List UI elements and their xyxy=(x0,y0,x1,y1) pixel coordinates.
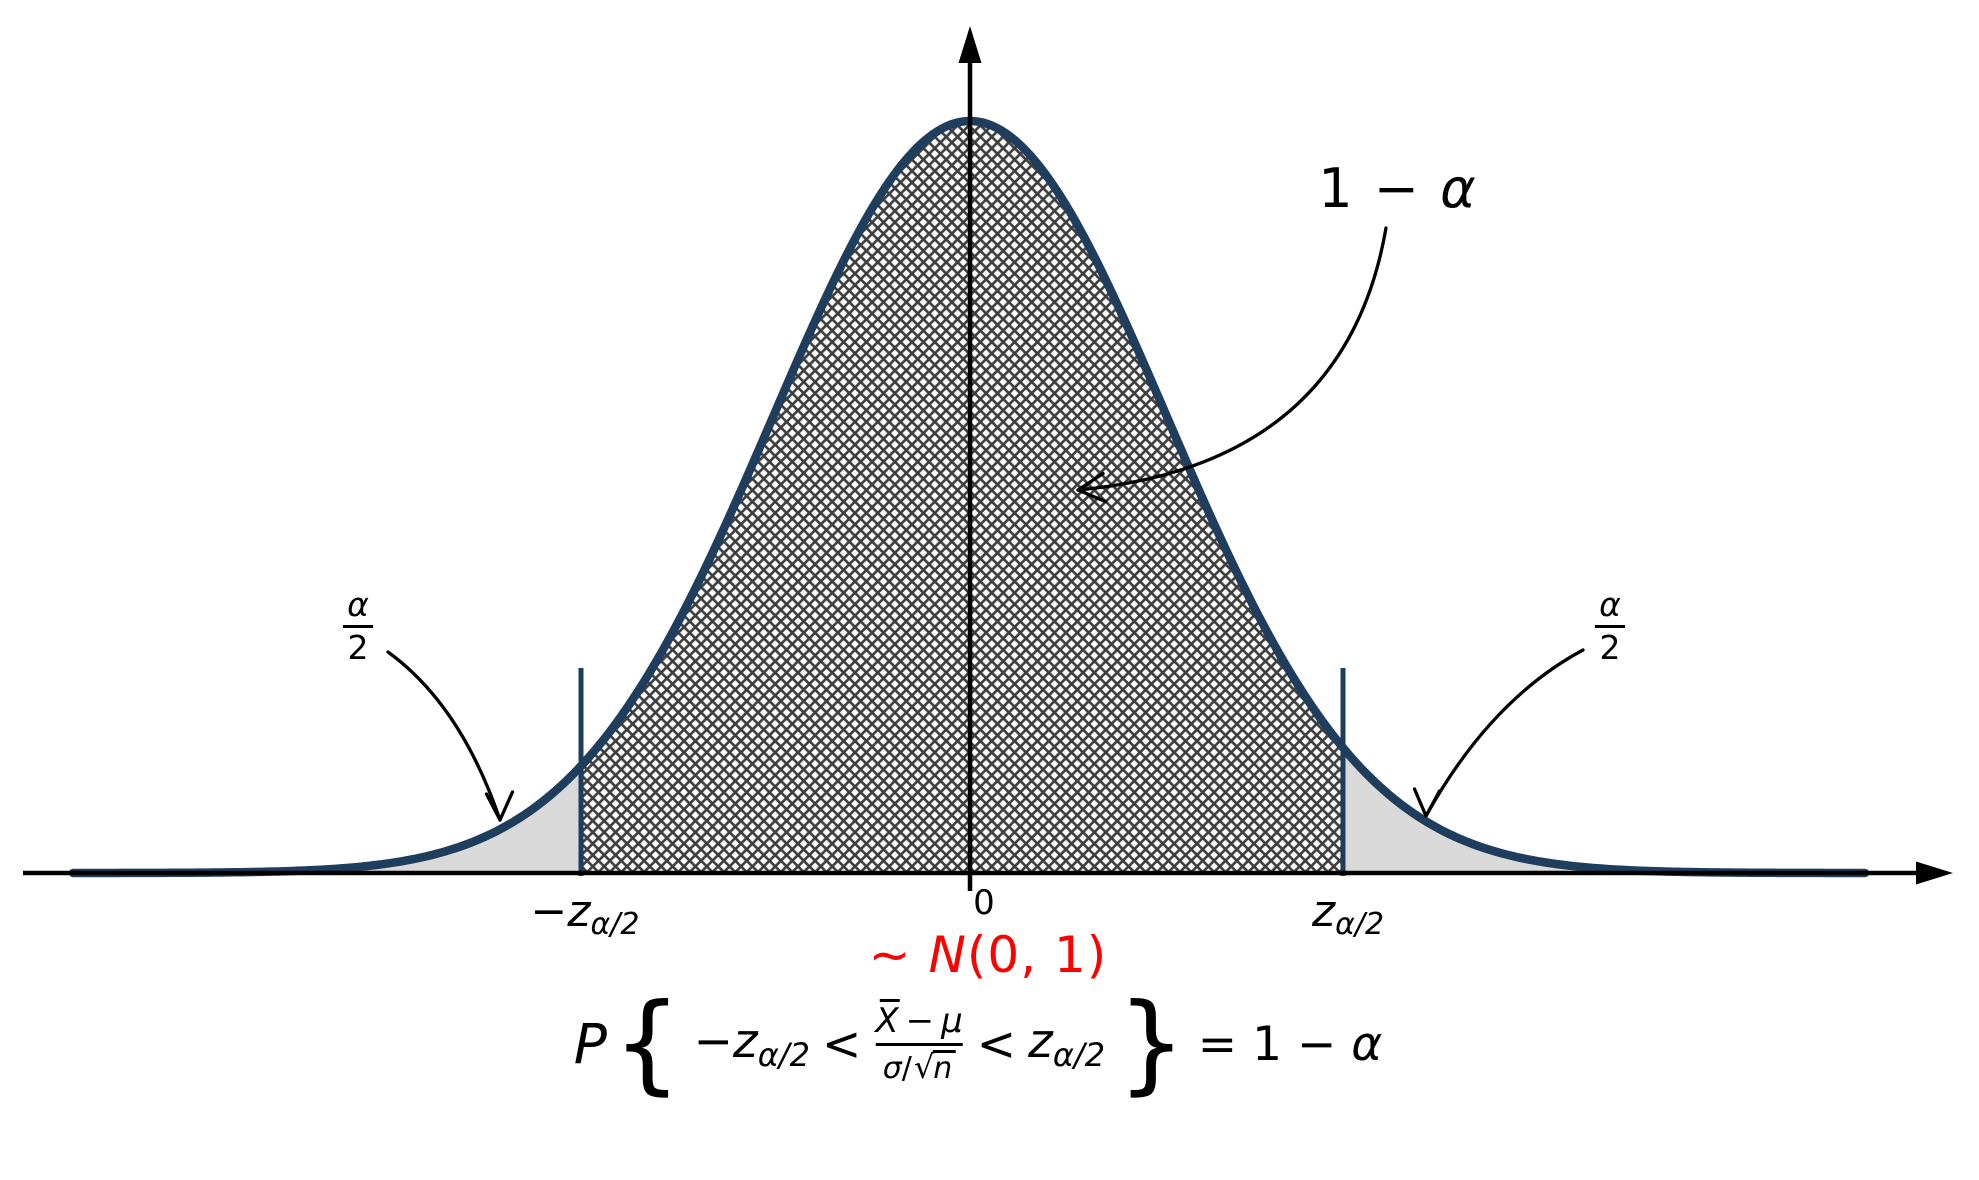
left-brace: { xyxy=(612,981,682,1106)
x-axis-arrowhead xyxy=(1916,861,1953,885)
right-tail-arrow xyxy=(1412,648,1585,818)
center-confidence-region xyxy=(581,121,1343,873)
formula-P: P xyxy=(573,1011,607,1076)
right-tail-label-denominator: 2 xyxy=(1599,628,1621,667)
right-brace: } xyxy=(1117,981,1186,1106)
fraction-bar xyxy=(875,1043,963,1046)
left-tail-arrow xyxy=(386,650,515,822)
right-tail-label-numerator: α xyxy=(1599,585,1621,624)
fraction-bar xyxy=(1595,625,1625,628)
fraction-numerator: X − μ xyxy=(875,999,963,1041)
formula-fraction: X − μ σ / √ n xyxy=(875,999,963,1084)
probability-formula: P { −zα/2 < X − μ σ / √ n < zα/2 } = 1 − α xyxy=(574,990,1383,1098)
less-than-2: < xyxy=(976,1016,1017,1072)
left-tail-label-denominator: 2 xyxy=(347,628,369,667)
formula-result: = 1 − α xyxy=(1197,1016,1383,1072)
left-tail-region xyxy=(73,765,581,873)
center-region-label: 1 − α xyxy=(1318,157,1478,220)
formula-upper-bound: zα/2 xyxy=(1028,1013,1106,1074)
less-than-1: < xyxy=(821,1016,862,1072)
fraction-bar xyxy=(343,625,373,628)
fraction-denominator: σ / √ n xyxy=(883,1050,956,1084)
right-tail-label: α 2 xyxy=(1595,588,1625,664)
y-axis xyxy=(958,26,982,891)
distribution-label: ∼ N(0, 1) xyxy=(868,926,1108,984)
left-tail-label-numerator: α xyxy=(347,585,369,624)
right-tail-region xyxy=(1343,747,1865,873)
formula-lower-bound: −zα/2 xyxy=(693,1013,810,1074)
x-axis xyxy=(23,861,1953,885)
tick-label-pos-z: zα/2 xyxy=(1311,886,1385,942)
center-region-arrow xyxy=(1076,226,1388,504)
left-tail-label: α 2 xyxy=(343,588,373,664)
tick-label-neg-z: −zα/2 xyxy=(530,886,640,942)
y-axis-arrowhead xyxy=(958,26,982,63)
tick-label-zero: 0 xyxy=(973,883,995,923)
